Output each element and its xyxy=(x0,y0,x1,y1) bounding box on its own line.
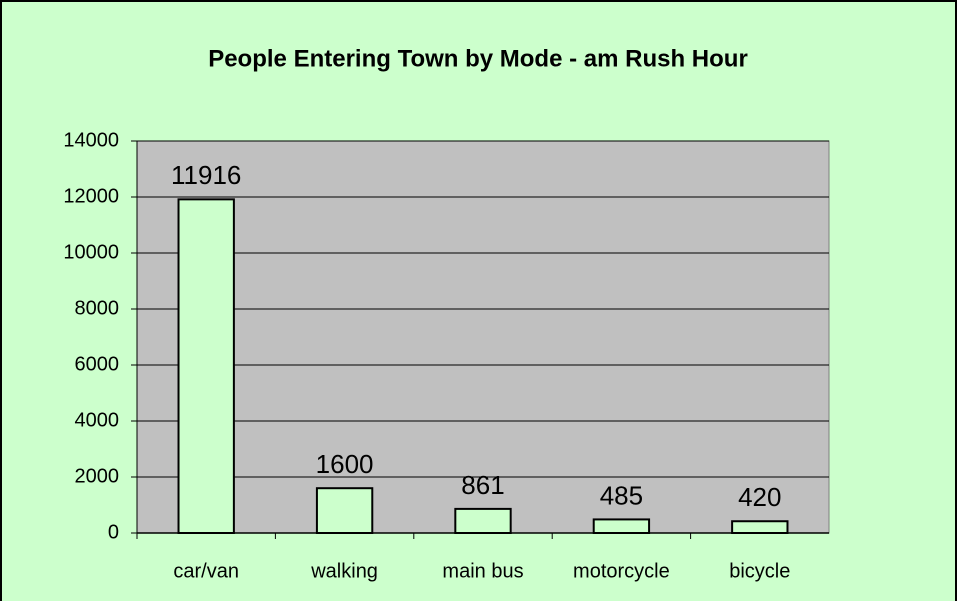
bar xyxy=(454,507,512,534)
bar xyxy=(731,520,789,534)
data-label: 861 xyxy=(461,470,504,500)
bar xyxy=(592,518,651,534)
y-tick-label: 8000 xyxy=(75,297,120,319)
y-tick-label: 10000 xyxy=(63,241,119,263)
y-tick-label: 6000 xyxy=(75,353,120,375)
y-tick-label: 14000 xyxy=(63,129,119,151)
y-tick-label: 4000 xyxy=(75,409,120,431)
bar xyxy=(177,198,235,535)
bar xyxy=(315,487,374,535)
x-tick-label: main bus xyxy=(442,560,523,582)
x-tick-label: walking xyxy=(310,560,378,582)
y-tick-label: 2000 xyxy=(75,465,120,487)
x-tick-label: car/van xyxy=(173,560,239,582)
x-tick-label: bicycle xyxy=(729,560,790,582)
data-label: 485 xyxy=(600,480,643,510)
chart-title: People Entering Town by Mode - am Rush H… xyxy=(208,45,748,72)
plot-area xyxy=(136,140,830,534)
y-tick-label: 0 xyxy=(108,521,119,543)
data-label: 420 xyxy=(738,482,781,512)
data-label: 11916 xyxy=(171,160,241,190)
x-tick-label: motorcycle xyxy=(573,560,670,582)
data-label: 1600 xyxy=(316,449,374,479)
y-tick-label: 12000 xyxy=(63,185,119,207)
